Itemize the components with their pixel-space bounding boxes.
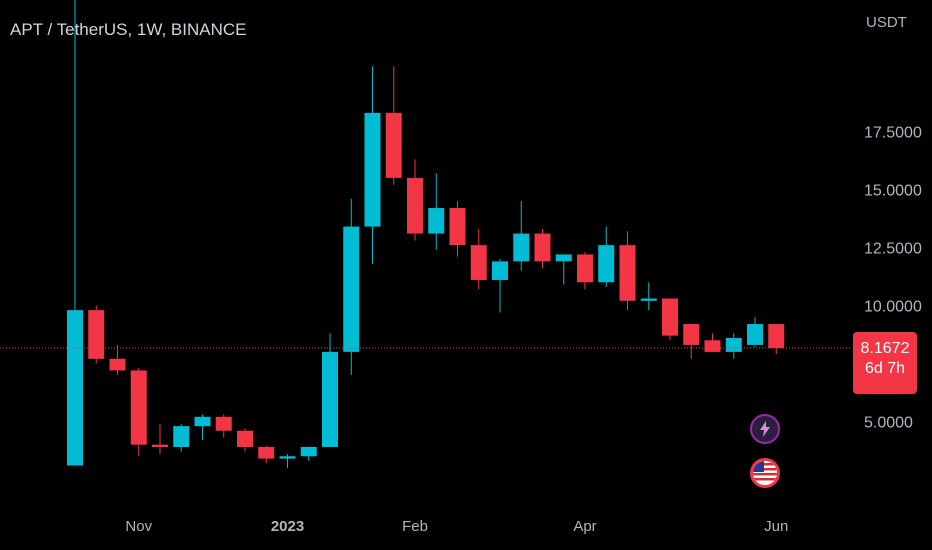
bar-countdown: 6d 7h [864, 360, 906, 377]
time-tick-label: Nov [125, 518, 152, 535]
candle-body[interactable] [704, 340, 721, 352]
candle-body[interactable] [279, 456, 296, 459]
candle-body[interactable] [619, 245, 636, 301]
candle-body[interactable] [385, 112, 402, 178]
us-flag-icon[interactable] [750, 458, 780, 488]
candle-body[interactable] [534, 233, 551, 262]
time-tick-label: Jun [764, 518, 788, 535]
time-axis-labels: Nov 2023 Feb Apr Jun [125, 518, 788, 535]
candle-body[interactable] [513, 233, 530, 262]
candle-body[interactable] [343, 226, 360, 352]
us-flag-icon-glyph [753, 461, 777, 485]
candle-body[interactable] [683, 324, 700, 345]
candle-body[interactable] [130, 370, 147, 445]
candle-body[interactable] [300, 446, 317, 457]
candle-body[interactable] [407, 177, 423, 234]
time-tick-label: Feb [402, 518, 428, 535]
price-tick-label: 17.5000 [864, 124, 922, 141]
price-axis-unit[interactable]: USDT [866, 14, 907, 31]
lightning-icon[interactable] [750, 414, 780, 444]
price-tick-label: 12.5000 [864, 240, 922, 257]
candle-body[interactable] [194, 416, 211, 427]
candle-body[interactable] [109, 358, 126, 371]
price-tick-label: 10.0000 [864, 298, 922, 315]
candle-body[interactable] [258, 446, 275, 459]
candles-layer [67, 0, 785, 468]
candle-body[interactable] [88, 310, 105, 359]
candle-body[interactable] [173, 426, 190, 447]
candle-body[interactable] [322, 351, 338, 447]
candle-body[interactable] [640, 298, 657, 301]
symbol-title[interactable]: APT / TetherUS, 1W, BINANCE [10, 20, 247, 39]
candle-body[interactable] [470, 245, 487, 280]
last-price-tag: 8.1672 6d 7h [853, 332, 917, 394]
time-tick-label: 2023 [271, 518, 304, 535]
price-tick-label: 15.0000 [864, 182, 922, 199]
candle-body[interactable] [555, 254, 572, 262]
candle-body[interactable] [449, 208, 466, 246]
candle-body[interactable] [67, 310, 83, 466]
candle-body[interactable] [747, 324, 763, 345]
candle-body[interactable] [152, 444, 168, 447]
candle-body[interactable] [725, 337, 742, 352]
candle-body[interactable] [598, 245, 615, 283]
candle-body[interactable] [492, 261, 508, 280]
price-axis-labels: 5.0000 10.0000 12.5000 15.0000 17.5000 [864, 124, 922, 431]
time-tick-label: Apr [573, 518, 596, 535]
candle-body[interactable] [215, 416, 232, 431]
candle-body[interactable] [577, 254, 593, 283]
candle-body[interactable] [768, 324, 785, 348]
last-price-value: 8.1672 [860, 340, 910, 357]
price-tick-label: 5.0000 [864, 414, 913, 431]
candle-body[interactable] [237, 430, 253, 447]
candle-body[interactable] [662, 298, 678, 336]
candle-body[interactable] [364, 112, 381, 227]
candle-body[interactable] [428, 208, 445, 234]
lightning-icon-glyph [760, 421, 770, 437]
